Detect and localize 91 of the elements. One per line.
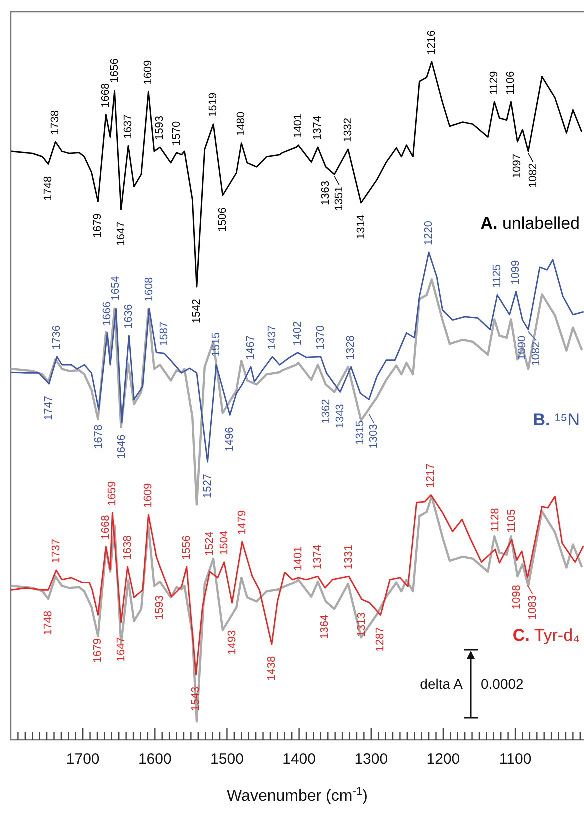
annotation: 1097 xyxy=(512,154,524,178)
annotation: 1646 xyxy=(116,434,128,460)
annotation: 1666 xyxy=(102,302,114,326)
annotation: 1082 xyxy=(530,342,542,366)
annotation: 1738 xyxy=(50,110,62,136)
annotation: 1678 xyxy=(92,424,105,450)
annotation: 1737 xyxy=(50,539,62,564)
annotation: 1331 xyxy=(343,545,356,570)
annotation: 1402 xyxy=(292,321,304,346)
annotation: 1374 xyxy=(312,545,324,570)
annotation: 1679 xyxy=(92,638,104,664)
annotation: 1105 xyxy=(506,509,518,533)
annotation: 1593 xyxy=(154,596,166,620)
annotation: 1736 xyxy=(51,325,64,350)
annotation: 1374 xyxy=(312,116,324,140)
annotation: 1609 xyxy=(142,483,155,508)
annotation: 1504 xyxy=(218,530,230,556)
x-tick-label: 1600 xyxy=(138,751,172,768)
annotation: 1090 xyxy=(516,336,529,360)
annotation: 0.0002 xyxy=(481,676,524,692)
annotation: 1216 xyxy=(426,30,438,55)
annotation: 1315 xyxy=(354,420,367,446)
annotation: 1668 xyxy=(100,515,112,540)
annotation: 1479 xyxy=(236,510,248,536)
annotation: 1679 xyxy=(92,214,104,238)
x-tick-label: 1100 xyxy=(499,751,532,768)
annotation: 1099 xyxy=(510,260,522,285)
annotation: 1638 xyxy=(122,536,134,560)
annotation: 1556 xyxy=(180,536,193,560)
x-tick-label: 1700 xyxy=(66,751,100,768)
annotation: 1351 xyxy=(334,186,346,212)
annotation: 1659 xyxy=(106,481,119,506)
x-tick-label: 1500 xyxy=(210,751,244,768)
annotation: 1363 xyxy=(320,180,332,206)
annotation: 1587 xyxy=(158,322,171,346)
annotation: 1519 xyxy=(208,92,220,118)
annotation: 1303 xyxy=(368,424,380,449)
annotation: 1287 xyxy=(374,627,387,652)
annotation: 1125 xyxy=(492,264,504,288)
annotation: 1656 xyxy=(108,58,121,84)
text: A. unlabelled xyxy=(480,214,580,234)
annotation: 1747 xyxy=(43,396,56,421)
annotation: 1098 xyxy=(510,585,523,610)
annotation: 1527 xyxy=(202,474,214,499)
annotation: 1668 xyxy=(100,83,112,108)
annotation: 1593 xyxy=(154,116,166,140)
annotation: 1437 xyxy=(266,325,279,350)
x-tick-label: 1300 xyxy=(354,751,388,768)
annotation: 1220 xyxy=(423,221,436,246)
annotation: 1636 xyxy=(123,304,136,329)
annotation: 1401 xyxy=(292,546,305,571)
annotation: 1609 xyxy=(142,60,155,85)
annotation: 1493 xyxy=(226,630,238,655)
annotation: 1314 xyxy=(355,215,368,240)
annotation: 1748 xyxy=(42,610,54,636)
annotation: 1654 xyxy=(110,276,122,301)
annotation: 1106 xyxy=(505,71,518,95)
annotation: 1543 xyxy=(190,686,202,712)
annotation: delta A xyxy=(420,676,464,692)
text: C. Tyr-d₄ xyxy=(512,626,580,646)
x-tick-label: 1200 xyxy=(426,751,460,768)
annotation: 1332 xyxy=(342,118,354,142)
annotation: 1343 xyxy=(334,404,346,429)
annotation: 1647 xyxy=(115,222,128,246)
annotation: 1608 xyxy=(143,277,156,302)
annotation: 1496 xyxy=(224,427,236,452)
annotation: 1647 xyxy=(115,637,128,662)
x-axis-title: Wavenumber (cm$^{-1}$) xyxy=(227,786,368,805)
annotation: 1217 xyxy=(425,464,438,488)
annotation: 1082 xyxy=(528,163,540,188)
annotation: 1128 xyxy=(489,508,502,532)
annotation: 1515 xyxy=(210,332,222,357)
text: B. ¹⁵N xyxy=(533,410,580,430)
annotation: 1467 xyxy=(245,336,258,360)
annotation: 1364 xyxy=(319,614,332,640)
annotation: 1542 xyxy=(190,299,203,324)
annotation: 1370 xyxy=(314,325,327,350)
annotation: 1129 xyxy=(488,71,501,95)
annotation: 1083 xyxy=(526,595,539,620)
annotation: 1524 xyxy=(204,532,216,556)
annotation: 1328 xyxy=(345,336,358,360)
annotation: 1362 xyxy=(320,399,333,424)
annotation: 1748 xyxy=(42,176,54,201)
x-tick-label: 1400 xyxy=(282,751,316,768)
annotation: 1313 xyxy=(356,612,368,638)
annotation: 1401 xyxy=(292,114,305,138)
annotation: 1480 xyxy=(236,112,248,136)
annotation: 1438 xyxy=(266,656,278,681)
annotation: 1506 xyxy=(216,208,229,232)
annotation: 1637 xyxy=(122,114,134,140)
annotation: 1570 xyxy=(170,121,183,146)
